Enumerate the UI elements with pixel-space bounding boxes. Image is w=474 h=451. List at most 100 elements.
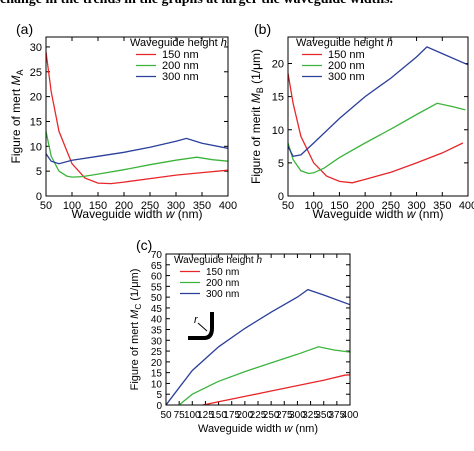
y-tick-label: 0 bbox=[278, 191, 284, 203]
waveguide-bend-icon: r bbox=[188, 312, 214, 340]
x-tick-label: 400 bbox=[459, 200, 474, 212]
x-axis-label: Waveguide width w (nm) bbox=[198, 423, 318, 435]
x-tick-label: 200 bbox=[237, 410, 254, 421]
x-tick-label: 200 bbox=[356, 200, 374, 212]
plot-frame bbox=[45, 36, 229, 197]
chart-panel-c: (c)50 75 100125150175200225250275300325350… bbox=[129, 237, 359, 435]
legend-entry: 150 nm bbox=[162, 49, 199, 61]
series-line-150-nm bbox=[202, 374, 350, 405]
x-tick-label: 50 bbox=[40, 200, 52, 212]
radius-label: r bbox=[194, 314, 199, 326]
x-tick-label: 50 bbox=[282, 200, 294, 212]
legend-entry: 200 nm bbox=[328, 60, 365, 72]
radius-arrow bbox=[197, 322, 208, 332]
y-tick-label: 5 bbox=[156, 390, 162, 401]
x-tick-label: 200 bbox=[115, 200, 133, 212]
x-tick-label: 275 bbox=[276, 410, 293, 421]
y-tick-label: 20 bbox=[272, 59, 284, 71]
series-line-300-nm bbox=[166, 288, 350, 405]
y-axis-label: Figure of mert MC (1/μm) bbox=[129, 269, 143, 391]
y-axis-label: Figure of merit MB (1/μm) bbox=[249, 49, 265, 184]
y-tick-label: 55 bbox=[151, 282, 163, 293]
x-tick-label: 100 bbox=[305, 200, 323, 212]
x-tick-label: 250 bbox=[263, 410, 280, 421]
y-tick-label: 45 bbox=[151, 304, 163, 315]
panel-label: (c) bbox=[136, 237, 152, 253]
x-tick-label: 50 bbox=[160, 410, 172, 421]
x-tick-label: 300 bbox=[289, 410, 306, 421]
y-tick-label: 10 bbox=[30, 141, 42, 153]
y-tick-label: 5 bbox=[36, 166, 42, 178]
legend-title: Waveguide height h bbox=[130, 37, 227, 49]
x-tick-label: 300 bbox=[167, 200, 185, 212]
x-tick-label: 300 bbox=[407, 200, 425, 212]
panel-label: (a) bbox=[16, 21, 33, 37]
x-tick-label: 75 bbox=[174, 410, 186, 421]
legend-entry: 150 nm bbox=[206, 267, 239, 278]
y-tick-label: 10 bbox=[151, 379, 163, 390]
legend-entry: 300 nm bbox=[206, 289, 239, 300]
x-tick-label: 225 bbox=[250, 410, 267, 421]
bend-shape bbox=[188, 312, 214, 340]
y-tick-label: 25 bbox=[30, 67, 42, 79]
legend-entry: 300 nm bbox=[328, 71, 365, 83]
y-tick-label: 50 bbox=[151, 293, 163, 304]
x-tick-label: 175 bbox=[223, 410, 240, 421]
x-axis-label: Waveguide width w (nm) bbox=[72, 207, 203, 221]
y-tick-label: 0 bbox=[36, 191, 42, 203]
series-line-150-nm bbox=[288, 73, 464, 184]
x-tick-label: 350 bbox=[193, 200, 211, 212]
y-tick-label: 65 bbox=[151, 261, 163, 272]
y-tick-label: 15 bbox=[30, 116, 42, 128]
x-tick-label: 100 bbox=[63, 200, 81, 212]
legend-entry: 200 nm bbox=[162, 60, 199, 72]
x-tick-label: 250 bbox=[382, 200, 400, 212]
y-tick-label: 30 bbox=[151, 336, 163, 347]
series-line-200-nm bbox=[178, 346, 350, 405]
x-tick-label: 100 bbox=[184, 410, 201, 421]
chart-panel-b: (b) 50 100 150 200 250 300 350 400 0 5 10 15 20 Wavegu… bbox=[249, 21, 474, 221]
y-tick-label: 35 bbox=[151, 326, 163, 337]
x-tick-label: 150 bbox=[89, 200, 107, 212]
y-tick-label: 15 bbox=[151, 369, 163, 380]
y-tick-label: 10 bbox=[272, 125, 284, 137]
panel-label: (b) bbox=[254, 21, 271, 37]
series-line-300-nm bbox=[46, 137, 228, 165]
y-tick-label: 5 bbox=[278, 158, 284, 170]
x-tick-label: 400 bbox=[342, 410, 359, 421]
y-tick-label: 0 bbox=[156, 401, 162, 412]
series-line-150-nm bbox=[46, 51, 228, 185]
y-tick-label: 60 bbox=[151, 272, 163, 283]
x-tick-label: 400 bbox=[219, 200, 237, 212]
y-tick-label: 40 bbox=[151, 315, 163, 326]
legend-title: Waveguide height h bbox=[174, 255, 262, 266]
x-axis-label: Waveguide width w (nm) bbox=[313, 207, 444, 221]
series-line-200-nm bbox=[46, 131, 228, 178]
y-tick-label: 30 bbox=[30, 42, 42, 54]
y-tick-label: 20 bbox=[30, 92, 42, 104]
x-tick-label: 150 bbox=[210, 410, 227, 421]
y-axis-label: Figure of mert MA bbox=[9, 69, 25, 163]
legend-title: Waveguide height h bbox=[296, 37, 393, 49]
x-tick-label: 350 bbox=[433, 200, 451, 212]
header-text: change in the trends in the graphs at la… bbox=[0, 0, 474, 10]
chart-panel-a: (a) 50 100 150 200 250 300 350 400 0 5 10 15 20 25 30 Wa… bbox=[9, 21, 237, 221]
x-tick-label: 350 bbox=[315, 410, 332, 421]
x-tick-label: 125 bbox=[197, 410, 214, 421]
y-tick-label: 15 bbox=[272, 92, 284, 104]
series-line-300-nm bbox=[288, 46, 468, 158]
plot-frame bbox=[165, 253, 351, 406]
legend-entry: 150 nm bbox=[328, 49, 365, 61]
y-tick-label: 25 bbox=[151, 347, 163, 358]
plot-frame bbox=[287, 36, 469, 197]
y-tick-label: 70 bbox=[151, 250, 163, 261]
y-tick-label: 20 bbox=[151, 358, 163, 369]
x-tick-label: 250 bbox=[141, 200, 159, 212]
legend-entry: 200 nm bbox=[206, 278, 239, 289]
series-line-200-nm bbox=[288, 102, 466, 175]
x-tick-label: 325 bbox=[302, 410, 319, 421]
x-tick-label: 150 bbox=[330, 200, 348, 212]
legend-entry: 300 nm bbox=[162, 71, 199, 83]
x-tick-label: 375 bbox=[329, 410, 346, 421]
